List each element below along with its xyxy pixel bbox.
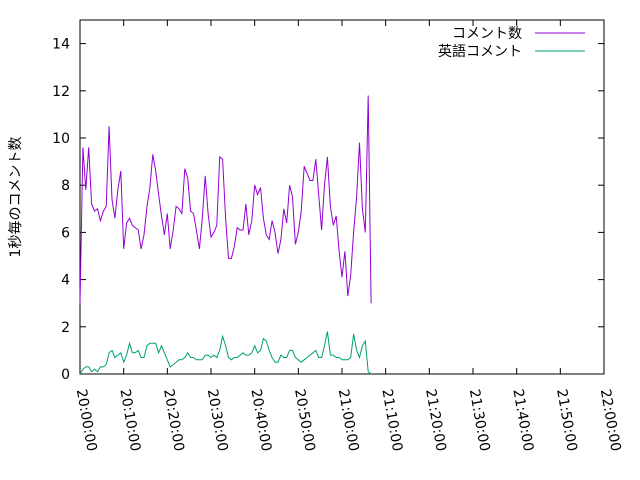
- x-tick-label: 21:00:00: [335, 388, 362, 453]
- x-tick-label: 20:30:00: [204, 388, 231, 453]
- x-tick-label: 21:40:00: [509, 388, 536, 453]
- series-line: [79, 331, 372, 375]
- series-lines: [79, 95, 372, 375]
- x-tick-label: 21:10:00: [378, 388, 405, 453]
- x-tick-label: 22:00:00: [597, 388, 624, 453]
- x-tick-label: 20:00:00: [73, 388, 100, 453]
- y-tick-label: 4: [61, 273, 70, 289]
- legend-label: 英語コメント: [438, 43, 522, 60]
- y-tick-label: 10: [52, 131, 70, 147]
- y-tick-label: 14: [52, 37, 70, 53]
- y-tick-label: 12: [52, 84, 70, 100]
- x-tick-label: 21:30:00: [466, 388, 493, 453]
- legend-label: コメント数: [452, 26, 522, 42]
- x-tick-label: 21:50:00: [553, 388, 580, 453]
- series-line: [79, 95, 372, 304]
- x-tick-label: 20:50:00: [291, 388, 318, 453]
- x-tick-label: 20:10:00: [116, 388, 143, 453]
- x-tick-label: 21:20:00: [422, 388, 449, 453]
- y-tick-label: 0: [61, 367, 70, 383]
- y-tick-label: 8: [61, 178, 70, 194]
- x-tick-label: 20:20:00: [160, 388, 187, 453]
- x-tick-label: 20:40:00: [247, 388, 274, 453]
- y-tick-label: 6: [61, 225, 70, 241]
- y-tick-label: 2: [61, 320, 70, 336]
- y-axis-label: 1秒毎のコメント数: [8, 137, 24, 258]
